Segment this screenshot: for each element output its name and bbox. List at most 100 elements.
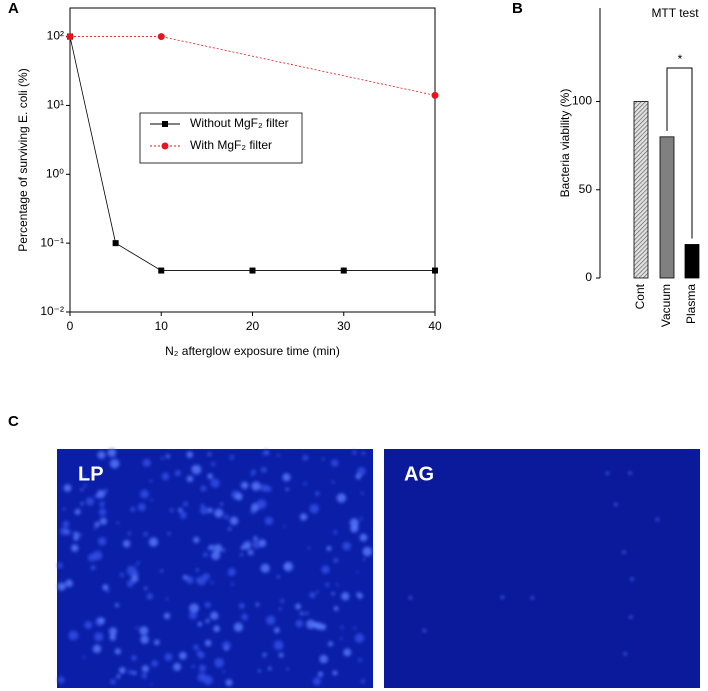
dot <box>167 532 171 535</box>
dot <box>196 578 199 582</box>
dot <box>191 664 195 669</box>
dot <box>655 518 659 522</box>
y-tick-label: 10² <box>47 29 64 43</box>
dot <box>140 489 149 499</box>
dot <box>354 633 365 643</box>
dot <box>63 484 72 492</box>
dot <box>360 491 364 495</box>
dot <box>336 493 347 503</box>
dot <box>99 501 105 507</box>
dot <box>210 478 220 488</box>
dot <box>62 507 66 511</box>
dot <box>137 561 140 564</box>
dot <box>210 611 219 620</box>
dot <box>116 674 121 679</box>
dot <box>333 530 338 535</box>
dot <box>57 562 63 569</box>
dot <box>128 669 133 675</box>
dot <box>188 611 197 620</box>
dot <box>309 591 316 599</box>
dot <box>77 532 82 537</box>
dot <box>224 514 229 520</box>
dot <box>94 632 104 642</box>
dot <box>68 630 79 641</box>
dot <box>196 650 203 657</box>
dot <box>135 626 138 630</box>
legend-label: Without MgF₂ filter <box>190 116 289 130</box>
dot <box>273 627 280 634</box>
dot <box>208 544 215 551</box>
dot <box>107 448 117 458</box>
dot <box>119 572 125 578</box>
fluorescence-dots <box>57 448 659 687</box>
dot <box>140 635 149 644</box>
dot <box>197 621 203 627</box>
dot <box>202 552 208 558</box>
dot <box>614 503 618 507</box>
dot <box>256 499 267 509</box>
dot <box>309 503 320 514</box>
dot <box>333 606 339 612</box>
dot <box>82 655 86 659</box>
dot <box>207 473 214 480</box>
marker <box>431 91 439 99</box>
dot <box>302 454 309 461</box>
dot <box>115 603 119 608</box>
dot <box>331 459 339 467</box>
dot <box>282 473 291 482</box>
dot <box>64 529 68 533</box>
dot <box>222 548 226 552</box>
panel-label: C <box>8 413 19 430</box>
dot <box>252 539 261 549</box>
dot <box>340 625 344 630</box>
dot <box>363 558 366 561</box>
dot <box>238 603 245 609</box>
dot <box>355 473 362 480</box>
marker <box>432 267 438 274</box>
dot <box>80 502 84 506</box>
dot <box>160 569 163 573</box>
dot <box>307 546 311 550</box>
y-tick-label: 10⁻² <box>40 304 64 318</box>
dot <box>332 670 338 676</box>
dot <box>80 488 84 492</box>
dot <box>122 539 131 548</box>
dot <box>227 568 236 577</box>
dot <box>83 483 87 488</box>
dot <box>263 449 270 456</box>
dot <box>276 575 280 579</box>
x-tick-label: 20 <box>246 319 260 333</box>
dot <box>357 592 364 599</box>
dot <box>240 553 243 557</box>
dot <box>241 613 248 621</box>
dot <box>193 644 199 651</box>
dot <box>261 653 266 658</box>
dot <box>161 472 170 481</box>
dot <box>280 598 285 604</box>
y-tick-label: 10⁻¹ <box>40 235 64 249</box>
dot <box>98 617 105 625</box>
dot <box>260 466 267 473</box>
legend-label: With MgF₂ filter <box>190 138 272 152</box>
dot <box>154 639 160 646</box>
bar <box>684 244 700 279</box>
dot <box>81 475 86 480</box>
dot <box>179 651 187 660</box>
dot <box>331 592 335 596</box>
dot <box>630 577 634 581</box>
dot <box>204 601 211 608</box>
dot <box>264 516 274 526</box>
dot <box>360 679 365 684</box>
dot <box>207 507 213 514</box>
dot <box>186 475 194 483</box>
dot <box>161 457 164 460</box>
y-tick-label: 10¹ <box>47 98 64 112</box>
dot <box>335 583 339 586</box>
marker <box>66 33 74 41</box>
dot <box>214 508 224 518</box>
marker <box>112 240 119 247</box>
dot <box>362 451 365 455</box>
dot <box>357 467 366 476</box>
dot <box>180 511 187 519</box>
x-tick-label: Vacuum <box>659 284 673 327</box>
